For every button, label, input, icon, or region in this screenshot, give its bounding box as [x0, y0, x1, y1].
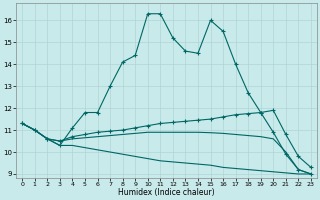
X-axis label: Humidex (Indice chaleur): Humidex (Indice chaleur) [118, 188, 215, 197]
